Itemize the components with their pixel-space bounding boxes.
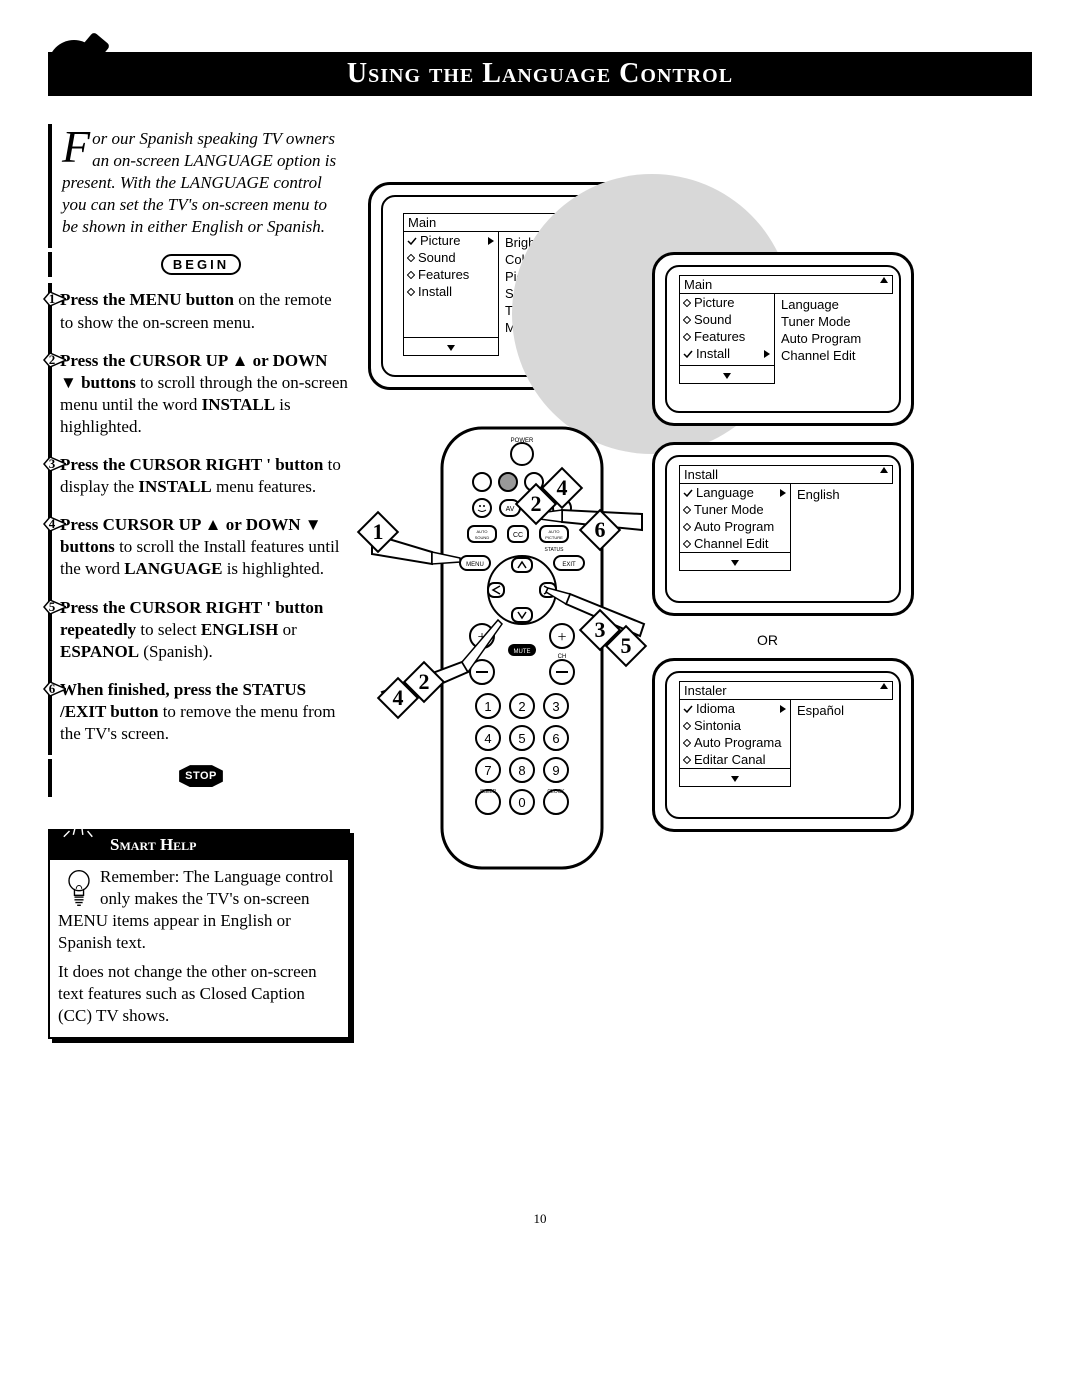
svg-text:5: 5 [621,633,632,658]
svg-text:5: 5 [49,599,56,614]
page-title: Using the Language Control [48,52,1032,96]
svg-text:1: 1 [373,519,384,544]
svg-text:2: 2 [419,669,430,694]
step-1: 1Press the MENU button on the remote to … [58,283,350,343]
intro-text: or our Spanish speaking TV owners an on-… [62,129,336,236]
page-number: 10 [0,1211,1080,1227]
svg-text:6: 6 [595,517,606,542]
smart-help-p1: Remember: The Language control only make… [58,867,333,952]
step-6: 6When finished, press the STATUS /EXIT b… [58,673,350,755]
svg-text:4: 4 [557,475,568,500]
svg-text:3: 3 [595,617,606,642]
svg-text:1: 1 [49,291,56,306]
svg-text:2: 2 [49,352,56,367]
smart-help-p2: It does not change the other on-screen t… [58,961,340,1027]
smart-help-box: Smart Help Remember: The Language contro… [48,829,350,1039]
stop-badge: STOP [179,765,223,787]
or-label: OR [757,632,778,648]
illustration-area: MainPictureSoundFeaturesInstallBrightnes… [362,124,1032,1039]
lightbulb-icon [64,868,94,908]
begin-badge: BEGIN [161,254,241,275]
step-4: 4Press CURSOR UP ▲ or DOWN ▼ buttons to … [58,508,350,590]
tv-screen-2: MainPictureSoundFeaturesInstallLanguageT… [652,252,914,426]
header-icon [48,40,100,92]
step-3: 3Press the CURSOR RIGHT ' button to disp… [58,448,350,508]
intro-paragraph: For our Spanish speaking TV owners an on… [48,124,350,248]
svg-text:4: 4 [49,516,56,531]
step-5: 5Press the CURSOR RIGHT ' button repeate… [58,591,350,673]
svg-text:2: 2 [531,491,542,516]
smart-help-header: Smart Help [50,831,348,860]
tv-screen-4: InstalerIdiomaSintoniaAuto ProgramaEdita… [652,658,914,832]
svg-text:6: 6 [49,681,56,696]
callouts: 1 2 4 6 3 5 2 4 [362,414,662,884]
dropcap: F [62,128,92,166]
step-2: 2Press the CURSOR UP ▲ or DOWN ▼ buttons… [58,344,350,448]
svg-text:4: 4 [393,685,404,710]
tv-screen-3: InstallLanguageTuner ModeAuto ProgramCha… [652,442,914,616]
svg-text:3: 3 [49,456,56,471]
